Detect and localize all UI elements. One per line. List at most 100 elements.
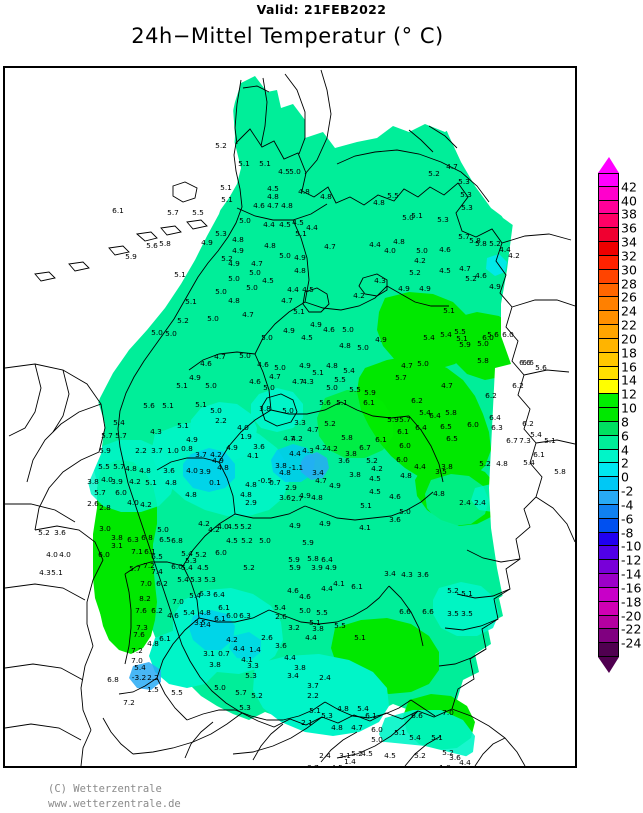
station-value: 5.2: [442, 748, 454, 757]
map-frame[interactable]: 6.1 5.7 5.5 5.2 5.1 5.1 4.5 5.0 5.1 4.5 4.8 4.8 4.8 5…: [3, 66, 577, 768]
station-value: 3.1: [203, 649, 215, 658]
station-value: 4.6: [249, 377, 261, 386]
station-value: 5.4: [423, 333, 435, 342]
colorbar-cell: [598, 435, 619, 450]
station-value: 6.1: [397, 427, 409, 436]
station-value: 6.0: [226, 611, 238, 620]
station-value: 3.8: [294, 663, 306, 672]
station-value: 4.2: [210, 450, 222, 459]
station-value: 1.5: [147, 685, 159, 694]
station-value: 6.3: [491, 423, 503, 432]
station-value: 5.0: [282, 406, 294, 415]
station-value: 6.1: [218, 603, 230, 612]
station-value: 5.7: [399, 415, 411, 424]
station-value: 6.0: [399, 441, 411, 450]
station-value: 4.9: [294, 253, 306, 262]
station-value: 4.9: [375, 335, 387, 344]
station-value: 4.8: [339, 341, 351, 350]
station-value: 6.0: [467, 420, 479, 429]
station-value: 4.9: [201, 238, 213, 247]
station-value: 4.2: [315, 443, 327, 452]
station-value: 7.2: [143, 561, 155, 570]
station-value: 5.3: [190, 575, 202, 584]
station-value: 5.2: [366, 456, 378, 465]
station-value: 4.8: [400, 471, 412, 480]
station-value: 5.0: [263, 383, 275, 392]
colorbar-tick-label: 8: [621, 414, 629, 430]
station-value: 6.8: [141, 533, 153, 542]
station-value: 5.2: [215, 141, 227, 150]
station-value: 5.3: [460, 190, 472, 199]
station-value: 4.4: [289, 449, 301, 458]
station-value: 6.2: [485, 391, 497, 400]
station-value: 2.6: [261, 633, 273, 642]
station-value: 2.8: [99, 503, 111, 512]
station-value: 4.9: [489, 282, 501, 291]
station-value: 4.5: [227, 522, 239, 531]
station-value: 5.0: [477, 339, 489, 348]
station-value: 4.0: [217, 522, 229, 531]
station-value: 4.0: [186, 466, 198, 475]
valid-date-value: 21FEB2022: [303, 2, 387, 17]
colorbar-cell: [598, 242, 619, 256]
station-value: 6.5: [440, 422, 452, 431]
station-value: 4.8: [433, 489, 445, 498]
station-value: 6.0: [98, 550, 110, 559]
colorbar-cell: [598, 504, 619, 519]
station-value: -1.1: [288, 463, 304, 472]
station-value: 4.4: [233, 644, 245, 653]
station-value: 4.2: [226, 635, 238, 644]
station-value: 5.1: [162, 401, 174, 410]
station-value: 5.2: [177, 316, 189, 325]
station-value: 5.2: [351, 749, 363, 758]
colorbar-cell: [598, 587, 619, 602]
station-value: 5.4: [181, 549, 193, 558]
station-value: 5.4: [177, 575, 189, 584]
station-value: 5.1: [336, 398, 348, 407]
station-value: 2.1: [301, 718, 313, 727]
colorbar-tick-label: 16: [621, 359, 637, 375]
colorbar-cell: [598, 352, 619, 367]
station-value: 5.0: [228, 274, 240, 283]
station-value: 6.1: [144, 547, 156, 556]
station-value: 2.2: [307, 691, 319, 700]
station-value: 4.9: [310, 320, 322, 329]
colorbar-cell: [598, 574, 619, 588]
station-value: 6.3: [239, 611, 251, 620]
station-value: 4.4: [414, 462, 426, 471]
station-value: 5.4: [189, 591, 201, 600]
station-value: 5.0: [261, 333, 273, 342]
station-value: 6.2: [522, 419, 534, 428]
station-value: 4.1: [241, 655, 253, 664]
station-value: 4.8: [264, 241, 276, 250]
station-value: 5.4: [343, 366, 355, 375]
station-value: 4.9: [325, 563, 337, 572]
station-value: 4.9: [189, 373, 201, 382]
station-value: 5.5: [171, 688, 183, 697]
station-value: 5.1: [195, 400, 207, 409]
station-value: 3.7: [307, 763, 319, 768]
station-value: 4.2: [208, 525, 220, 534]
station-value: 5.3: [437, 215, 449, 224]
station-value: 2.9: [245, 498, 257, 507]
station-value: 5.5: [98, 462, 110, 471]
station-value: 5.6: [143, 401, 155, 410]
colorbar-tick-label: -18: [621, 594, 642, 610]
station-value: 6.1: [112, 206, 124, 215]
station-value: 5.4: [523, 458, 535, 467]
station-value: 4.2: [353, 291, 365, 300]
station-value: 4.2: [198, 519, 210, 528]
station-value: 5.0: [371, 735, 383, 744]
station-value: 7.3: [136, 623, 148, 632]
station-value: 6.3: [127, 535, 139, 544]
station-value: 4.6: [439, 245, 451, 254]
station-value: 5.1: [293, 307, 305, 316]
station-value: 5.2: [447, 586, 459, 595]
station-value: 5.1: [295, 229, 307, 238]
station-value: 4.8: [245, 480, 257, 489]
station-value: 5.7: [458, 232, 470, 241]
station-value: 6.0: [115, 488, 127, 497]
colorbar-cell: [598, 228, 619, 243]
station-value: 4.8: [165, 478, 177, 487]
station-value: 4.3: [302, 446, 314, 455]
